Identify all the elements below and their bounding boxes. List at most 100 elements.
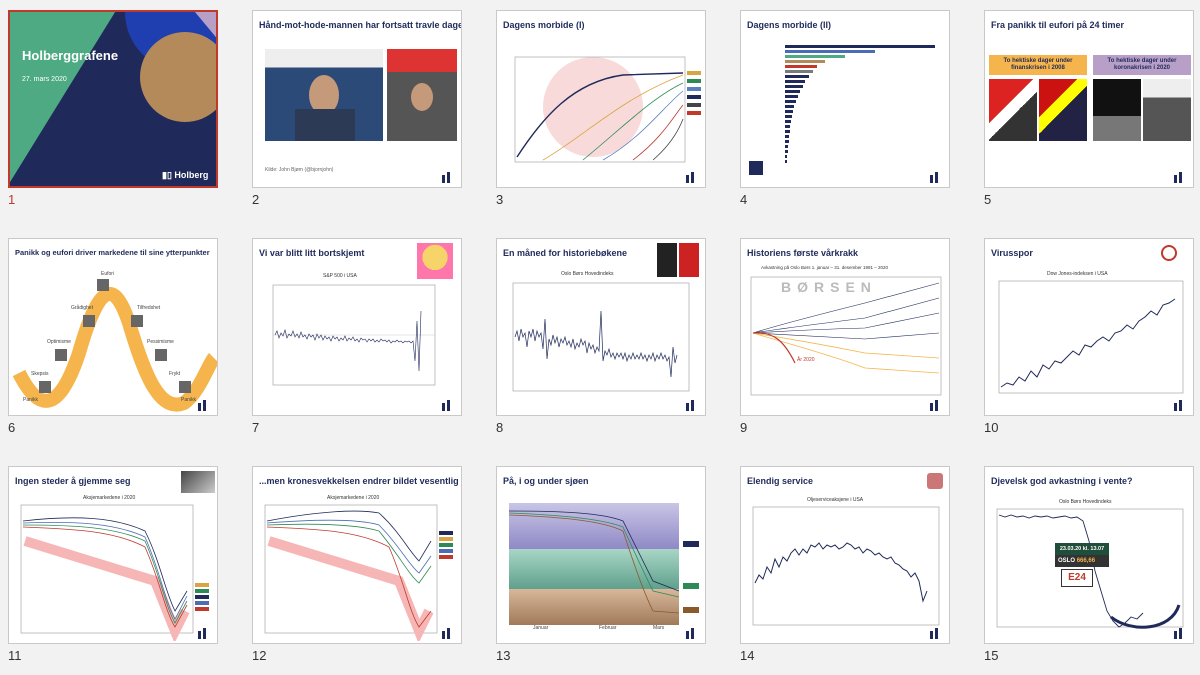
slide-number: 2 bbox=[252, 192, 260, 207]
sp500-volatility-chart bbox=[272, 284, 436, 386]
slide-thumbnail-11[interactable]: Ingen steder å gjemme seg Aksjemarkedene… bbox=[8, 466, 226, 671]
slide-1[interactable]: Holberggrafene 27. mars 2020 ▮▯ Holberg bbox=[8, 10, 218, 188]
holberg-logo-icon bbox=[194, 399, 212, 411]
slide-thumbnail-13[interactable]: På, i og under sjøen Januar Februar Mars… bbox=[496, 466, 714, 671]
stage-satisfaction: Tilfredshet bbox=[137, 305, 161, 311]
sea-surface-band bbox=[509, 503, 679, 549]
slide-title: En måned for historiebøkene bbox=[503, 248, 628, 258]
slide-number: 9 bbox=[740, 420, 748, 435]
slide-title: ...men kronesvekkelsen endrer bildet ves… bbox=[259, 476, 459, 486]
slide-3[interactable]: Dagens morbide (I) bbox=[496, 10, 706, 188]
oil-service-stocks-chart bbox=[752, 506, 940, 626]
title-slide-art bbox=[10, 12, 216, 186]
slide-9[interactable]: Historiens første vårkrakk Avkastning på… bbox=[740, 238, 950, 416]
slide-thumbnail-2[interactable]: Hånd-mot-hode-mannen har fortsatt travle… bbox=[252, 10, 470, 215]
e24-logo: E24 bbox=[1061, 569, 1093, 587]
stage-panic-right: Panikk bbox=[181, 397, 197, 403]
slide-number: 15 bbox=[984, 648, 999, 663]
slide-number: 6 bbox=[8, 420, 16, 435]
ticker-row: OSLO 666,66 bbox=[1055, 555, 1109, 567]
slide-title: Elendig service bbox=[747, 476, 814, 486]
holberg-logo-icon bbox=[926, 171, 944, 183]
magnifier-icon bbox=[1161, 245, 1177, 261]
slide-title: Ingen steder å gjemme seg bbox=[15, 476, 131, 486]
slide-thumbnail-14[interactable]: Elendig service Oljeserviceaksjene i USA… bbox=[740, 466, 958, 671]
chart-title: Oljeserviceaksjene i USA bbox=[807, 497, 864, 503]
slide-thumbnail-1[interactable]: Holberggrafene 27. mars 2020 ▮▯ Holberg … bbox=[8, 10, 226, 215]
holberg-logo-icon bbox=[682, 399, 700, 411]
slide-thumbnail-6[interactable]: Panikk og eufori driver markedene til si… bbox=[8, 238, 226, 443]
slide-7[interactable]: Vi var blitt litt bortskjemt S&P 500 i U… bbox=[252, 238, 462, 416]
slide-6[interactable]: Panikk og eufori driver markedene til si… bbox=[8, 238, 218, 416]
ticker-date: 23.03.20 kl. 13.07 bbox=[1055, 543, 1109, 555]
slide-15[interactable]: Djevelsk god avkastning i vente? Oslo Bø… bbox=[984, 466, 1194, 644]
slide-12[interactable]: ...men kronesvekkelsen endrer bildet ves… bbox=[252, 466, 462, 644]
photo-caption: Kilde: John Bjørn (@bjornjohn) bbox=[265, 167, 334, 173]
slide-number: 3 bbox=[496, 192, 504, 207]
holberg-logo-icon bbox=[438, 171, 456, 183]
slide-thumbnail-4[interactable]: Dagens morbide (II) bbox=[740, 10, 958, 215]
holberg-logo-icon bbox=[926, 399, 944, 411]
dow-jones-chart bbox=[998, 280, 1184, 394]
slide-thumbnail-8[interactable]: En måned for historiebøkene Oslo Børs Ho… bbox=[496, 238, 714, 443]
slide-11[interactable]: Ingen steder å gjemme seg Aksjemarkedene… bbox=[8, 466, 218, 644]
slide-number: 8 bbox=[496, 420, 504, 435]
newspaper-photo bbox=[387, 49, 457, 141]
ticker-label: OSLO bbox=[1058, 558, 1076, 564]
slide-title: Panikk og eufori driver markedene til si… bbox=[15, 248, 210, 257]
slide-14[interactable]: Elendig service Oljeserviceaksjene i USA bbox=[740, 466, 950, 644]
stage-euphoria: Eufori bbox=[101, 271, 114, 277]
slide-number: 14 bbox=[740, 648, 755, 663]
slide-thumbnail-15[interactable]: Djevelsk god avkastning i vente? Oslo Bø… bbox=[984, 466, 1200, 671]
newspaper-front-2 bbox=[1039, 79, 1087, 141]
slide-thumbnail-12[interactable]: ...men kronesvekkelsen endrer bildet ves… bbox=[252, 466, 470, 671]
newspaper-photo bbox=[657, 243, 699, 277]
slide-title: Dagens morbide (I) bbox=[503, 20, 585, 30]
chart-title: Aksjemarkedene i 2020 bbox=[83, 495, 136, 501]
month-february: Februar bbox=[599, 625, 617, 631]
slide-thumbnail-5[interactable]: Fra panikk til eufori på 24 timer To hek… bbox=[984, 10, 1200, 215]
stock-markets-2020-chart bbox=[20, 504, 209, 641]
slide-8[interactable]: En måned for historiebøkene Oslo Børs Ho… bbox=[496, 238, 706, 416]
slide-thumbnail-9[interactable]: Historiens første vårkrakk Avkastning på… bbox=[740, 238, 958, 443]
chart-title: Oslo Børs Hovedindeks bbox=[1059, 499, 1112, 505]
spring-crash-chart: År 2020 bbox=[750, 276, 942, 396]
slide-5[interactable]: Fra panikk til eufori på 24 timer To hek… bbox=[984, 10, 1194, 188]
offshore-stocks-chart: Januar Februar Mars bbox=[508, 510, 699, 631]
slide-thumbnail-3[interactable]: Dagens morbide (I) 3 bbox=[496, 10, 714, 215]
slide-number: 12 bbox=[252, 648, 267, 663]
stage-optimism: Optimisme bbox=[47, 339, 71, 345]
holberg-logo-icon bbox=[1170, 171, 1188, 183]
photo-thumb bbox=[181, 471, 215, 493]
stage-skepticism: Skepsis bbox=[31, 371, 49, 377]
slide-4[interactable]: Dagens morbide (II) bbox=[740, 10, 950, 188]
slide-number: 5 bbox=[984, 192, 992, 207]
chart-title: Avkastning på Oslo Børs 1. januar – 31. … bbox=[761, 265, 888, 270]
child-photo bbox=[417, 243, 453, 279]
no-service-icon bbox=[927, 473, 943, 489]
slide-thumbnail-10[interactable]: Virusspor Dow Jones-indeksen i USA 10 bbox=[984, 238, 1200, 443]
deaths-line-chart bbox=[514, 56, 701, 163]
slide-title: Historiens første vårkrakk bbox=[747, 248, 859, 258]
holberg-logo-icon bbox=[194, 627, 212, 639]
stage-pessimism: Pessimisme bbox=[147, 339, 174, 345]
stage-fear: Frykt bbox=[169, 371, 181, 377]
stage-greed: Grådighet bbox=[71, 304, 94, 311]
holberg-logo-icon bbox=[438, 627, 456, 639]
slide-thumbnail-7[interactable]: Vi var blitt litt bortskjemt S&P 500 i U… bbox=[252, 238, 470, 443]
trader-photo bbox=[265, 49, 383, 141]
slide-number: 1 bbox=[8, 192, 16, 207]
slide-13[interactable]: På, i og under sjøen Januar Februar Mars bbox=[496, 466, 706, 644]
slide-1-subtitle: 27. mars 2020 bbox=[22, 76, 67, 83]
holberg-logo-icon bbox=[682, 627, 700, 639]
oslo-bors-returns-chart bbox=[512, 282, 690, 392]
slide-title: Vi var blitt litt bortskjemt bbox=[259, 248, 365, 258]
chart-title: S&P 500 i USA bbox=[323, 273, 357, 279]
sea-middle-band bbox=[509, 549, 679, 589]
slide-number: 13 bbox=[496, 648, 511, 663]
corona-crisis-label: To hektiske dager under koronakrisen i 2… bbox=[1093, 55, 1191, 75]
slide-10[interactable]: Virusspor Dow Jones-indeksen i USA bbox=[984, 238, 1194, 416]
slide-2[interactable]: Hånd-mot-hode-mannen har fortsatt travle… bbox=[252, 10, 462, 188]
causes-bar-chart bbox=[749, 45, 935, 175]
